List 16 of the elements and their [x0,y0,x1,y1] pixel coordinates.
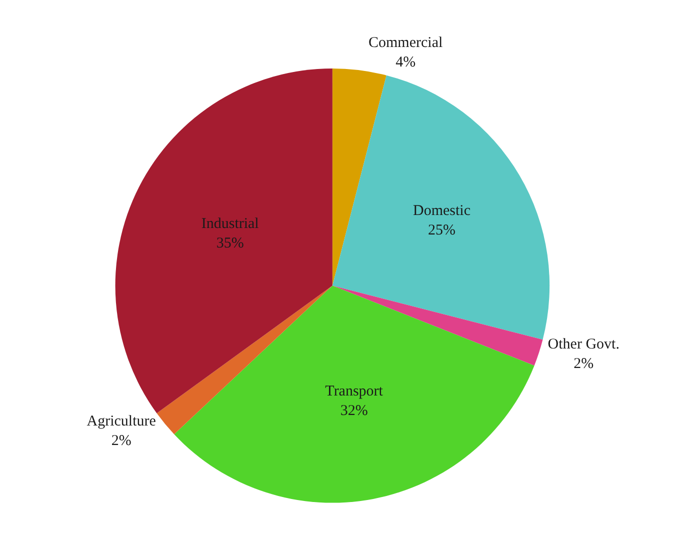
slice-label: Agriculture [86,414,156,430]
data-label: 4% [396,54,416,70]
pie-slice [174,286,534,502]
slice-label: Industrial [201,216,259,232]
pie-slice [332,68,386,286]
slice-label: Domestic [412,203,471,220]
slice-label: Transport [325,384,384,400]
data-label: 2% [574,356,594,372]
data-label: 35% [216,235,244,252]
slice-label: Other Govt. [548,336,620,353]
slice-label: Commercial [368,35,443,51]
data-label: 2% [111,433,132,450]
data-label: 32% [340,403,368,420]
pie-slice [332,286,543,366]
pie-slice [332,75,550,340]
data-label: 25% [428,222,456,239]
